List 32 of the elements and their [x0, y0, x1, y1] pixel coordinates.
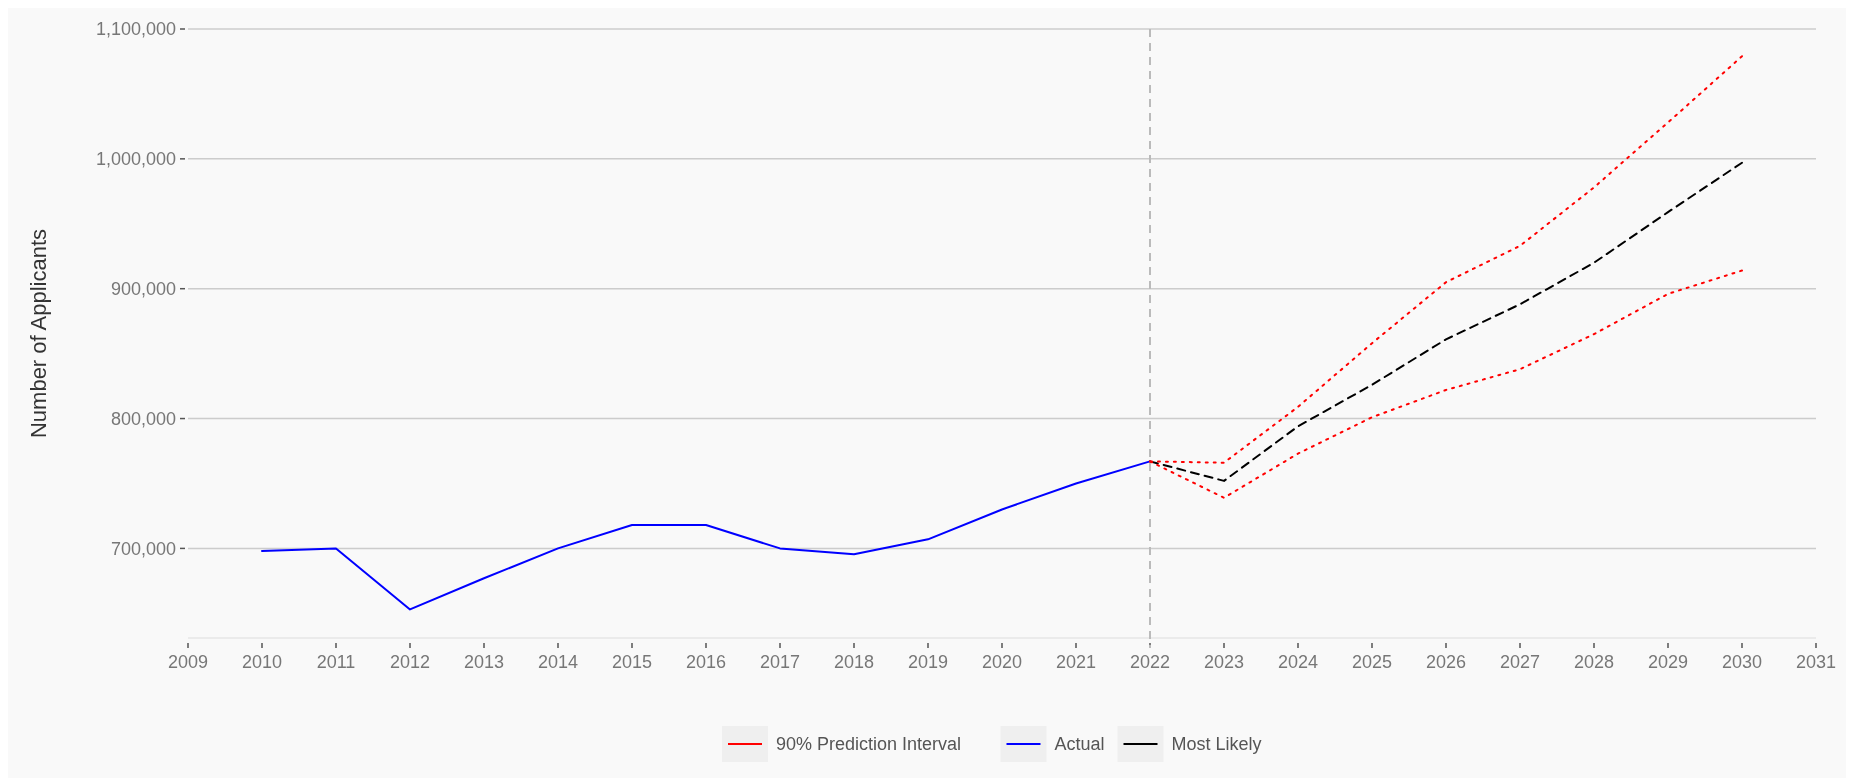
x-tick-label: 2019: [907, 652, 949, 672]
x-tick-label: 2010: [241, 652, 283, 672]
y-tick-label: 800,000: [110, 408, 176, 429]
x-tick-label: 2027: [1499, 652, 1541, 672]
y-tick-label: 700,000: [110, 538, 176, 559]
x-tick-label: 2012: [389, 652, 431, 672]
y-tick-label: 1,100,000: [95, 19, 176, 40]
x-tick-label: 2013: [463, 652, 505, 672]
x-tick-label: 2025: [1351, 652, 1393, 672]
x-tick-label: 2028: [1573, 652, 1615, 672]
y-axis-title: Number of Applicants: [26, 228, 51, 439]
x-tick-label: 2026: [1425, 652, 1467, 672]
legend-label: Actual: [1054, 734, 1105, 755]
x-tick-label: 2020: [981, 652, 1023, 672]
x-tick-label: 2017: [759, 652, 801, 672]
x-tick-label: 2011: [316, 652, 356, 672]
x-tick-label: 2022: [1129, 652, 1171, 672]
x-tick-label: 2016: [685, 652, 727, 672]
x-tick-label: 2015: [611, 652, 653, 672]
x-tick-label: 2024: [1277, 652, 1319, 672]
y-tick-label: 1,000,000: [95, 149, 176, 170]
x-tick-label: 2029: [1647, 652, 1689, 672]
x-tick-label: 2023: [1203, 652, 1245, 672]
x-tick-label: 2009: [167, 652, 209, 672]
legend-label: 90% Prediction Interval: [776, 734, 962, 755]
y-tick-label: 900,000: [110, 279, 176, 299]
x-tick-label: 2030: [1721, 652, 1763, 672]
x-tick-label: 2014: [537, 652, 579, 672]
legend-label: Most Likely: [1171, 734, 1262, 755]
x-tick-label: 2031: [1795, 652, 1837, 672]
x-tick-label: 2021: [1055, 652, 1097, 672]
x-tick-label: 2018: [833, 652, 875, 672]
